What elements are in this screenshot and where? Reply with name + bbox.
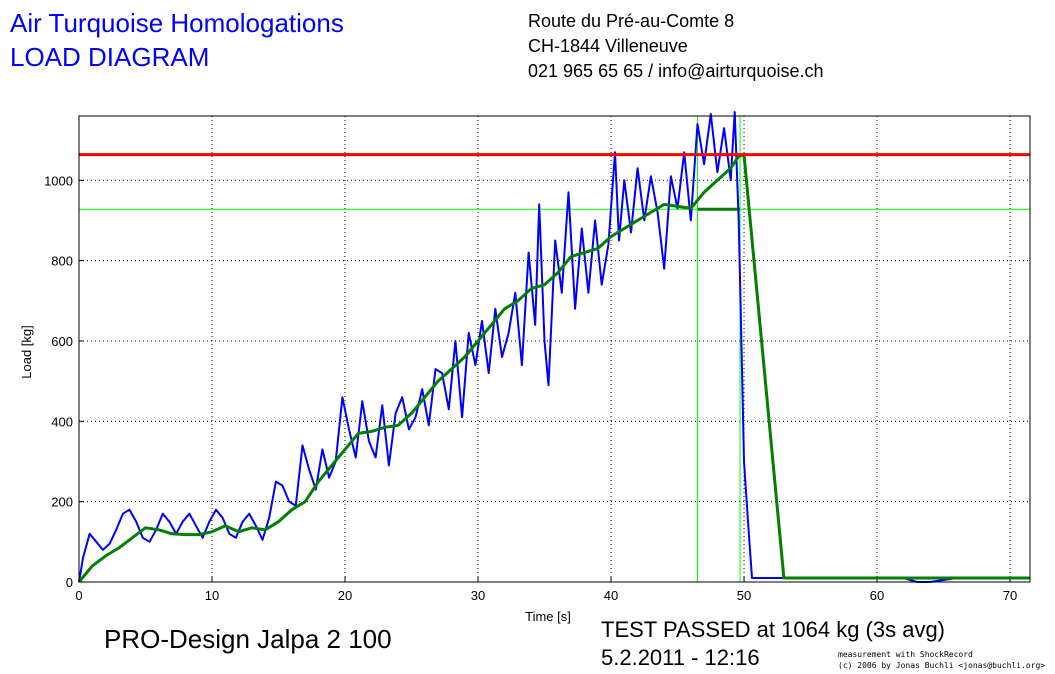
test-result: TEST PASSED at 1064 kg (3s avg)	[601, 617, 946, 642]
y-tick-label: 200	[51, 495, 73, 510]
address-street: Route du Pré-au-Comte 8	[528, 11, 735, 31]
x-tick-label: 30	[471, 588, 485, 603]
chart-ticks: 0 10 20 30 40 50 60 70 0 200 400 600 800 1000	[44, 173, 1017, 603]
x-axis-label: Time [s]	[525, 609, 571, 624]
x-tick-label: 50	[737, 588, 751, 603]
address-city: CH-1844 Villeneuve	[528, 36, 688, 56]
page-title: Air Turquoise Homologations	[10, 8, 344, 38]
y-tick-label: 600	[51, 334, 73, 349]
y-tick-label: 800	[51, 254, 73, 269]
page-subtitle: LOAD DIAGRAM	[10, 42, 210, 72]
test-date: 5.2.2011 - 12:16	[601, 645, 760, 670]
address-contact: 021 965 65 65 / info@airturquoise.ch	[528, 61, 824, 81]
raw-series-line	[78, 111, 1030, 583]
y-tick-label: 0	[66, 575, 73, 590]
plot-frame	[78, 115, 1031, 583]
x-tick-label: 10	[205, 588, 219, 603]
credit-line-1: measurement with ShockRecord	[838, 650, 973, 659]
y-axis-label: Load [kg]	[19, 325, 34, 379]
product-name: PRO-Design Jalpa 2 100	[104, 624, 392, 654]
x-tick-label: 70	[1003, 588, 1017, 603]
credit-line-2: (c) 2006 by Jonas Buchli <jonas@buchli.o…	[838, 661, 1046, 670]
x-tick-label: 60	[870, 588, 884, 603]
x-tick-label: 40	[604, 588, 618, 603]
y-tick-label: 400	[51, 414, 73, 429]
chart-grid	[79, 116, 1030, 582]
chart-series	[77, 111, 1030, 583]
x-tick-label: 20	[338, 588, 352, 603]
avg-series-line	[77, 153, 1030, 583]
x-tick-label: 0	[75, 588, 82, 603]
y-tick-label: 1000	[44, 173, 73, 188]
